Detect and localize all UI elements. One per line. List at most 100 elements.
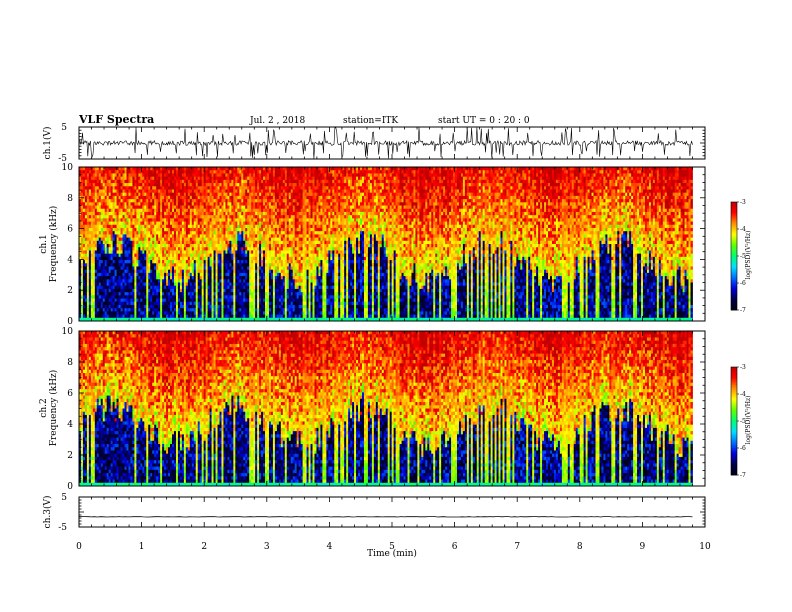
ch1-spectrogram-cell xyxy=(154,311,157,315)
ch1-spectrogram-cell xyxy=(112,282,116,287)
ch1-spectrogram-cell xyxy=(128,237,131,242)
ch1-spectrogram-cell xyxy=(183,179,187,184)
ch1-spectrogram-cell xyxy=(205,227,209,232)
ch1-spectrogram-cell xyxy=(173,237,177,242)
ch1-spectrogram-cell xyxy=(158,295,161,299)
ch1-spectrogram-cell xyxy=(152,295,155,299)
ch1-spectrogram-cell xyxy=(146,263,149,267)
ch1-spectrogram-cell xyxy=(183,311,187,315)
ch1-spectrogram-cell xyxy=(126,311,129,315)
ch1-spectrogram-cell xyxy=(164,279,167,283)
ch1-spectrogram-cell xyxy=(130,244,133,248)
ch1-spectrogram-cell xyxy=(154,272,157,277)
ch1-spectrogram-cell xyxy=(82,192,86,197)
ch1-spectrogram-cell xyxy=(90,292,94,296)
ch1-spectrogram-cell xyxy=(173,311,177,315)
ch1-spectrogram-cell xyxy=(90,189,94,194)
ch1-spectrogram-cell xyxy=(201,202,205,206)
ch1-spectrogram-cell xyxy=(88,269,92,274)
ch1-spectrogram-cell xyxy=(82,272,86,277)
ch1-spectrogram-cell xyxy=(124,301,127,306)
ch1-spectrogram-cell xyxy=(164,317,167,322)
ch1-spectrogram-cell xyxy=(114,263,117,267)
ch1-spectrogram-cell xyxy=(132,183,135,187)
ch1-spectrogram-cell xyxy=(80,224,84,229)
ch1-spectrogram-cell xyxy=(209,311,212,315)
ch1-spectrogram-cell xyxy=(98,173,102,178)
ch1-spectrogram-cell xyxy=(179,205,183,210)
ch1-spectrogram-cell xyxy=(142,202,145,206)
ch1-spectrogram-cell xyxy=(199,199,203,203)
ch1-spectrogram-cell xyxy=(116,173,119,178)
ch1-spectrogram-cell xyxy=(199,247,203,251)
ch1-spectrogram-cell xyxy=(116,221,119,226)
ch1-spectrogram-cell xyxy=(122,279,125,283)
ch1-spectrogram-cell xyxy=(185,221,189,226)
ch1-spectrogram-cell xyxy=(114,260,117,264)
ch1-spectrogram-cell xyxy=(158,224,161,229)
ch1-spectrogram-cell xyxy=(94,317,98,322)
ch1-spectrogram-cell xyxy=(203,253,207,258)
ch1-spectrogram-cell xyxy=(92,205,96,210)
ch1-spectrogram-cell xyxy=(148,176,151,181)
ch1-spectrogram-cell xyxy=(88,240,92,245)
ch1-spectrogram-cell xyxy=(166,301,169,306)
ch1-spectrogram-cell xyxy=(138,244,141,248)
ch1-spectrogram-cell xyxy=(191,237,195,242)
ch1-spectrogram-cell xyxy=(128,179,131,184)
ch1-spectrogram-cell xyxy=(79,189,82,194)
ch1-spectrogram-cell xyxy=(152,173,155,178)
ch1-spectrogram-cell xyxy=(175,282,179,287)
ch1-spectrogram-cell xyxy=(144,317,147,322)
ch1-spectrogram-cell xyxy=(166,240,169,245)
ch1-spectrogram-cell xyxy=(136,295,139,299)
ch1-spectrogram-cell xyxy=(162,292,165,296)
ch1-spectrogram-cell xyxy=(177,311,181,315)
ch1-spectrogram-cell xyxy=(156,231,159,235)
ch1-spectrogram-cell xyxy=(82,189,86,194)
ch1-spectrogram-cell xyxy=(132,260,135,264)
ch1-spectrogram-cell xyxy=(168,224,171,229)
ch1-spectrogram-cell xyxy=(209,250,212,255)
ch1-spectrogram-cell xyxy=(170,240,173,245)
ch1-spectrogram-cell xyxy=(88,304,92,309)
ch1-spectrogram-cell xyxy=(150,231,153,235)
ch1-spectrogram-cell xyxy=(142,247,145,251)
ch1-spectrogram-cell xyxy=(205,311,209,315)
ch1-spectrogram-cell xyxy=(98,192,102,197)
station-label: station=ITK xyxy=(343,116,398,126)
ch1-spectrogram-cell xyxy=(118,221,121,226)
ch1-spectrogram-cell xyxy=(203,215,207,219)
ch1-spectrogram-cell xyxy=(191,211,195,216)
ch1-spectrogram-cell xyxy=(88,189,92,194)
ch1-spectrogram-cell xyxy=(94,224,98,229)
ch1-spectrogram-cell xyxy=(126,167,129,171)
ch1-spectrogram-cell xyxy=(82,317,86,322)
ch1-spectrogram-cell xyxy=(132,173,135,178)
ch1-spectrogram-cell xyxy=(118,250,121,255)
ch1-spectrogram-cell xyxy=(118,199,121,203)
ch1-spectrogram-cell xyxy=(152,183,155,187)
ch1-spectrogram-cell xyxy=(102,195,106,200)
ch1-spectrogram-cell xyxy=(175,179,179,184)
ch1-spectrogram-cell xyxy=(102,295,106,299)
ch1-spectrogram-cell xyxy=(80,205,84,210)
ch1-spectrogram-cell xyxy=(211,176,214,181)
ch1-spectrogram-cell xyxy=(80,183,84,187)
ch1-spectrogram-cell xyxy=(80,221,84,226)
ch1-spectrogram-cell xyxy=(146,314,149,319)
ch1-spectrogram-cell xyxy=(114,224,117,229)
ch1-spectrogram-cell xyxy=(104,256,108,261)
ch1-spectrogram-cell xyxy=(110,256,114,261)
ch1-spectrogram-cell xyxy=(209,227,212,232)
ch1-spectrogram-cell xyxy=(112,199,116,203)
ch1-spectrogram-cell xyxy=(134,186,137,190)
ch1-spectrogram-cell xyxy=(130,288,133,293)
ch1-spectrogram-cell xyxy=(128,173,131,178)
ch1-spectrogram-cell xyxy=(211,231,214,235)
ch1-spectrogram-cell xyxy=(84,186,88,190)
ch1-spectrogram-cell xyxy=(79,295,82,299)
ch1-spectrogram-cell xyxy=(185,176,189,181)
ch1-spectrogram-cell xyxy=(98,317,102,322)
ch1-spectrogram-cell xyxy=(189,295,193,299)
